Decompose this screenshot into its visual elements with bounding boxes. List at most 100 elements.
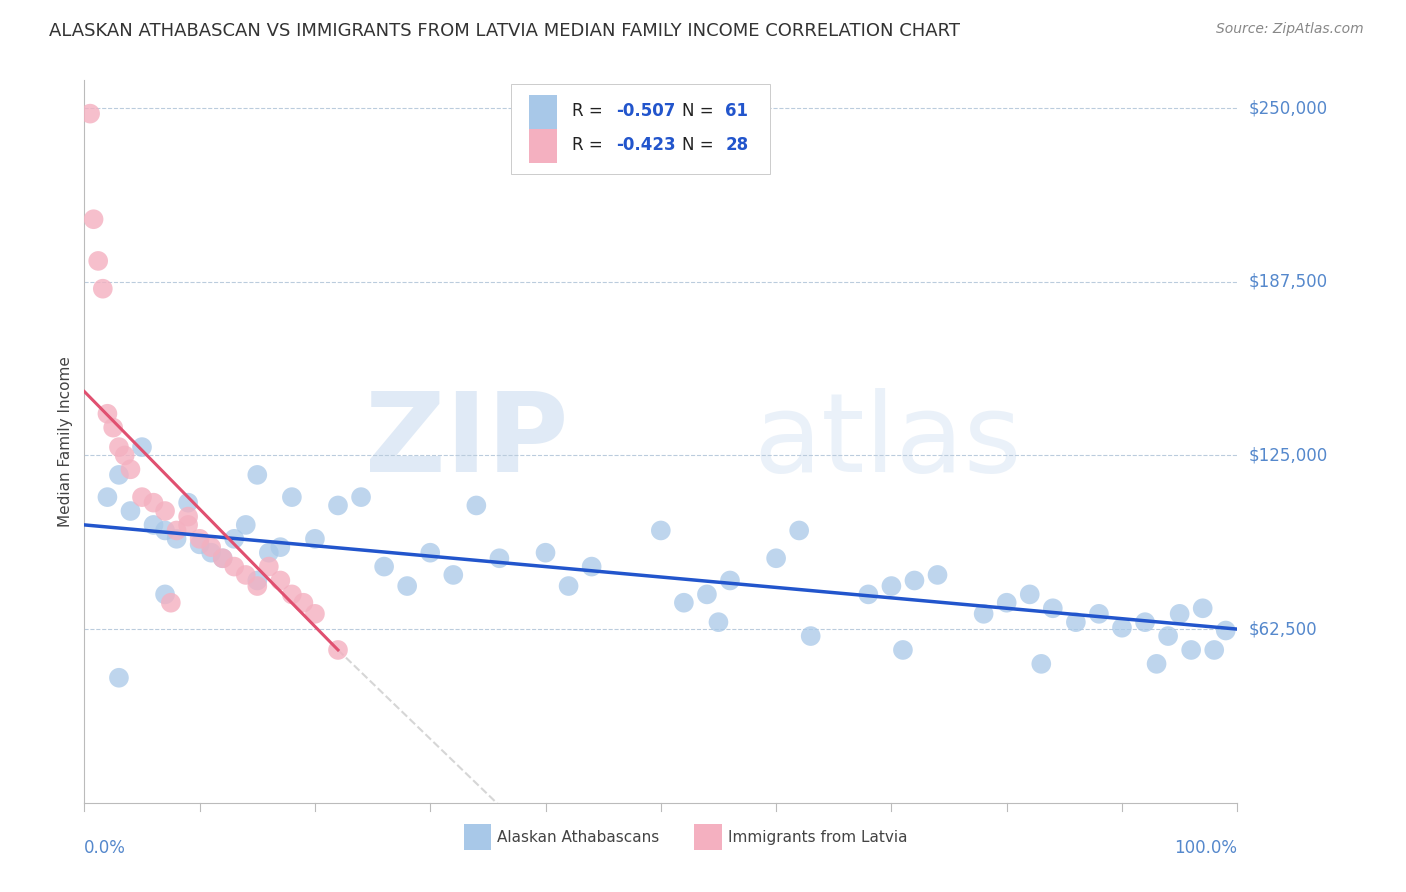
- Point: [880, 579, 903, 593]
- Point: [800, 629, 823, 643]
- Point: [672, 596, 695, 610]
- Point: [534, 546, 557, 560]
- Point: [891, 643, 914, 657]
- Point: [465, 499, 488, 513]
- Point: [103, 420, 124, 434]
- Point: [718, 574, 741, 588]
- Text: ZIP: ZIP: [366, 388, 568, 495]
- Point: [1157, 629, 1180, 643]
- Point: [224, 532, 246, 546]
- Point: [177, 517, 200, 532]
- Point: [350, 490, 373, 504]
- Point: [153, 524, 176, 538]
- Point: [257, 559, 280, 574]
- Point: [211, 551, 233, 566]
- Point: [1168, 607, 1191, 621]
- Point: [1191, 601, 1213, 615]
- Point: [269, 574, 291, 588]
- Point: [83, 212, 105, 227]
- Text: Source: ZipAtlas.com: Source: ZipAtlas.com: [1216, 22, 1364, 37]
- Point: [1088, 607, 1111, 621]
- Text: Immigrants from Latvia: Immigrants from Latvia: [728, 830, 907, 845]
- Point: [488, 551, 510, 566]
- Point: [1215, 624, 1237, 638]
- Point: [292, 596, 315, 610]
- Point: [108, 671, 131, 685]
- Point: [120, 504, 142, 518]
- Point: [246, 467, 269, 482]
- Point: [707, 615, 730, 630]
- Point: [235, 568, 257, 582]
- Point: [153, 587, 176, 601]
- Text: $187,500: $187,500: [1249, 273, 1327, 291]
- Point: [108, 440, 131, 454]
- FancyBboxPatch shape: [530, 128, 557, 162]
- Y-axis label: Median Family Income: Median Family Income: [58, 356, 73, 527]
- Point: [166, 532, 188, 546]
- Point: [441, 568, 464, 582]
- Point: [224, 559, 246, 574]
- Text: R =: R =: [572, 103, 607, 120]
- Point: [1042, 601, 1064, 615]
- Text: -0.423: -0.423: [616, 136, 675, 153]
- Point: [326, 499, 349, 513]
- Point: [1146, 657, 1168, 671]
- Point: [281, 587, 304, 601]
- Text: 28: 28: [725, 136, 748, 153]
- Point: [581, 559, 603, 574]
- Text: atlas: atlas: [754, 388, 1022, 495]
- Point: [765, 551, 787, 566]
- Point: [91, 282, 114, 296]
- Point: [153, 504, 176, 518]
- Point: [235, 517, 257, 532]
- Point: [108, 467, 131, 482]
- FancyBboxPatch shape: [695, 823, 721, 850]
- Point: [120, 462, 142, 476]
- Point: [1133, 615, 1156, 630]
- Point: [96, 407, 118, 421]
- Point: [326, 643, 349, 657]
- Point: [131, 490, 153, 504]
- Point: [142, 517, 165, 532]
- FancyBboxPatch shape: [530, 95, 557, 129]
- Text: $125,000: $125,000: [1249, 446, 1327, 465]
- Point: [858, 587, 880, 601]
- Point: [79, 106, 101, 120]
- Point: [131, 440, 153, 454]
- Point: [787, 524, 810, 538]
- Point: [396, 579, 419, 593]
- Point: [96, 490, 118, 504]
- Point: [188, 532, 211, 546]
- Point: [269, 540, 291, 554]
- Text: ALASKAN ATHABASCAN VS IMMIGRANTS FROM LATVIA MEDIAN FAMILY INCOME CORRELATION CH: ALASKAN ATHABASCAN VS IMMIGRANTS FROM LA…: [49, 22, 960, 40]
- Point: [696, 587, 718, 601]
- Text: N =: N =: [682, 103, 718, 120]
- Point: [1204, 643, 1226, 657]
- Point: [373, 559, 395, 574]
- Text: Alaskan Athabascans: Alaskan Athabascans: [498, 830, 659, 845]
- Text: -0.507: -0.507: [616, 103, 675, 120]
- Point: [211, 551, 233, 566]
- Text: R =: R =: [572, 136, 607, 153]
- Point: [927, 568, 949, 582]
- Point: [973, 607, 995, 621]
- Point: [650, 524, 672, 538]
- Point: [177, 496, 200, 510]
- Point: [304, 532, 326, 546]
- Point: [87, 253, 110, 268]
- Point: [114, 449, 136, 463]
- FancyBboxPatch shape: [510, 84, 770, 174]
- Point: [257, 546, 280, 560]
- Point: [304, 607, 326, 621]
- Text: N =: N =: [682, 136, 718, 153]
- Text: 100.0%: 100.0%: [1174, 838, 1237, 857]
- Point: [419, 546, 441, 560]
- Point: [1018, 587, 1040, 601]
- Point: [1031, 657, 1053, 671]
- Point: [903, 574, 925, 588]
- FancyBboxPatch shape: [464, 823, 491, 850]
- Text: 0.0%: 0.0%: [84, 838, 127, 857]
- Point: [188, 537, 211, 551]
- Point: [1064, 615, 1087, 630]
- Text: $62,500: $62,500: [1249, 620, 1317, 638]
